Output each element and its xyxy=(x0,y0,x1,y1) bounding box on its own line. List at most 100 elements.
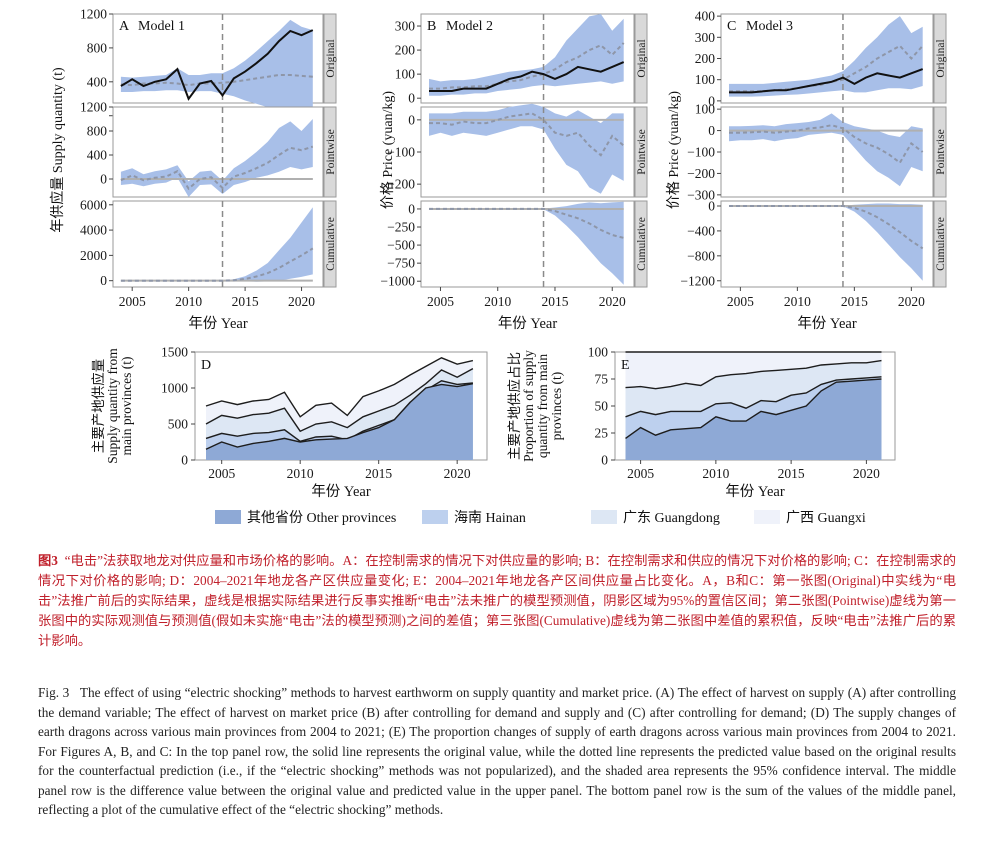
panel-a-row-cumulative: 0 2000 4000 6000 Cumulative xyxy=(80,197,337,288)
panel-e: 0 25 50 75 100 2005 2010 2015 2020 年份 Year E 主要产地供应… xyxy=(506,345,896,500)
caption-en-label: Fig. 3 xyxy=(38,685,70,700)
x-tick-label: 2020 xyxy=(853,466,880,481)
x-axis-label: 年份 Year xyxy=(188,315,248,332)
confidence-band xyxy=(120,19,313,111)
original-line xyxy=(429,61,625,92)
x-tick-label: 2010 xyxy=(175,294,202,309)
area-outline xyxy=(205,367,474,433)
predicted-line xyxy=(429,42,625,90)
x-tick-label: 2015 xyxy=(841,294,868,309)
x-axis-label: 年份 Year xyxy=(797,315,857,332)
area-other-provinces xyxy=(625,379,882,460)
y-tick-label: −250 xyxy=(387,220,415,235)
y-tick-label: −750 xyxy=(387,256,415,271)
figure-canvas: 400 800 1200 Original A Model 1 0 400 800 1200 Poi… xyxy=(49,7,947,527)
facet-strip xyxy=(634,13,648,104)
legend-label: 海南 Hainan xyxy=(454,510,526,526)
y-axis-label: 价格 Price (yuan/kg) xyxy=(666,91,682,210)
legend-swatch xyxy=(422,510,448,524)
model-title: Model 1 xyxy=(138,19,185,34)
predicted-line xyxy=(120,74,313,87)
y-tick-label: 0 xyxy=(708,93,715,108)
confidence-band xyxy=(120,119,313,197)
x-tick-label: 2020 xyxy=(599,294,626,309)
facet-strip-label: Pointwise xyxy=(636,129,648,174)
facet-strip-label: Original xyxy=(325,39,337,77)
area-outline xyxy=(625,376,882,418)
y-tick-label: 6000 xyxy=(80,197,107,212)
y-tick-label: −200 xyxy=(387,177,415,192)
panel-b-row-cumulative: 0 −250 −500 −750 −1000 Cumulative xyxy=(380,200,648,289)
y-axis-label: 主要产地供应占比 xyxy=(506,352,522,460)
y-tick-label: 50 xyxy=(595,399,609,414)
predicted-line xyxy=(429,112,625,157)
model-title: Model 2 xyxy=(446,19,493,34)
confidence-band xyxy=(729,16,923,97)
x-tick-label: 2005 xyxy=(119,294,146,309)
panel-d: 0 500 1000 1500 2005 2010 2015 2020 年份 Year D 主要产地… xyxy=(90,345,488,500)
x-tick-label: 2005 xyxy=(727,294,754,309)
facet-strip-label: Cumulative xyxy=(935,217,947,271)
y-tick-label: 0 xyxy=(181,453,188,468)
caption-cn-text: “电击”法获取地龙对供应量和市场价格的影响。A：在控制需求的情况下对供应量的影响… xyxy=(38,553,956,648)
y-tick-label: 1200 xyxy=(80,100,107,115)
panel-letter: A xyxy=(119,19,130,34)
y-tick-label: 100 xyxy=(395,67,416,82)
area-outline xyxy=(625,378,882,439)
y-tick-label: −100 xyxy=(387,145,415,160)
confidence-band xyxy=(729,113,923,187)
facet-strip-label: Original xyxy=(636,39,648,77)
facet-strip xyxy=(634,200,648,288)
y-tick-label: 300 xyxy=(695,30,716,45)
legend: 其他省份 Other provinces 海南 Hainan 广东 Guangdon… xyxy=(215,510,866,526)
y-tick-label: 100 xyxy=(588,345,609,360)
y-tick-label: −400 xyxy=(687,223,715,238)
x-axis-label: 年份 Year xyxy=(498,315,558,332)
y-axis-label: 价格 Price (yuan/kg) xyxy=(380,91,396,210)
caption-cn-label: 图3 xyxy=(38,553,58,568)
y-tick-label: −800 xyxy=(687,248,715,263)
facet-strip xyxy=(323,13,337,104)
x-tick-label: 2005 xyxy=(427,294,454,309)
x-tick-label: 2005 xyxy=(208,466,235,481)
predicted-line xyxy=(120,145,314,191)
x-tick-label: 2015 xyxy=(232,294,259,309)
y-tick-label: 75 xyxy=(595,372,609,387)
x-tick-label: 2010 xyxy=(484,294,511,309)
legend-label: 其他省份 Other provinces xyxy=(247,510,396,526)
x-tick-label: 2020 xyxy=(898,294,925,309)
y-tick-label: 1500 xyxy=(161,345,188,360)
facet-strip-label: Pointwise xyxy=(935,129,947,174)
original-line xyxy=(729,68,924,94)
predicted-line xyxy=(429,207,624,239)
panel-letter: B xyxy=(427,19,436,34)
y-axis-label: 主要产地供应量 xyxy=(90,359,106,454)
area-outline xyxy=(205,383,474,450)
y-tick-label: 400 xyxy=(87,74,108,89)
y-tick-label: 200 xyxy=(695,51,716,66)
legend-swatch xyxy=(215,510,241,524)
y-tick-label: 400 xyxy=(87,148,108,163)
y-tick-label: 25 xyxy=(595,426,609,441)
panel-b: 0 100 200 300 Original B Model 2 0 −100 −200 Point… xyxy=(380,13,648,332)
panel-letter: D xyxy=(201,358,211,373)
area-outline xyxy=(625,359,882,390)
y-tick-label: 500 xyxy=(168,417,189,432)
y-axis-label: Supply quantity from xyxy=(105,348,120,464)
y-tick-label: 400 xyxy=(695,9,716,24)
y-tick-label: 0 xyxy=(708,198,715,213)
area-outline xyxy=(205,357,474,418)
x-axis-label: 年份 Year xyxy=(725,483,785,500)
facet-strip xyxy=(933,200,947,288)
panel-b-row-pointwise: 0 −100 −200 Pointwise xyxy=(387,103,648,198)
panel-b-row-original: 0 100 200 300 Original B Model 2 xyxy=(395,13,648,106)
y-tick-label: 4000 xyxy=(80,223,107,238)
confidence-band xyxy=(429,14,624,96)
y-axis-label: Proportion of supply xyxy=(521,350,536,462)
original-line xyxy=(120,29,314,101)
confidence-band xyxy=(729,203,923,281)
y-tick-label: 2000 xyxy=(80,248,107,263)
panel-letter: C xyxy=(727,19,736,34)
x-axis-label: 年份 Year xyxy=(311,483,371,500)
caption-english: Fig. 3 The effect of using “electric sho… xyxy=(38,683,956,820)
